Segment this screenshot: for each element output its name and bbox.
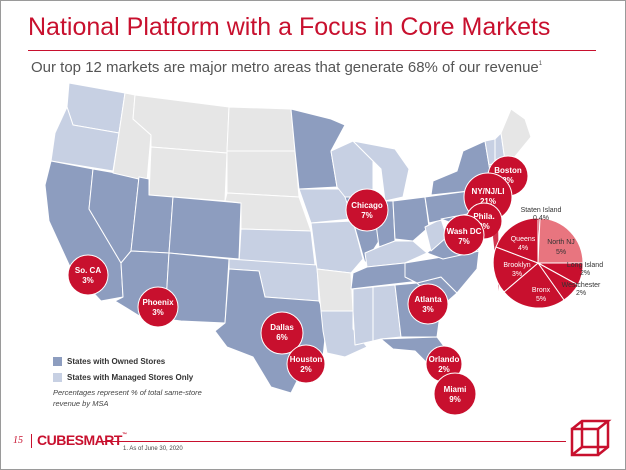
pie-label-queens-pct: 4% xyxy=(518,245,528,252)
pie-slice-brooklyn xyxy=(492,246,539,293)
pie-slice-bronx xyxy=(503,262,565,309)
pie-label-westchester-pct: 2% xyxy=(576,290,586,297)
cube-logo-icon xyxy=(570,419,612,457)
footnote: 1. As of June 30, 2020 xyxy=(123,446,183,452)
footer-divider xyxy=(101,441,566,442)
state-wyoming xyxy=(148,146,228,202)
market-washdc[interactable]: Wash DC 7% xyxy=(443,214,485,256)
pie-slice-queens xyxy=(495,217,539,264)
market-dallas-pct: 6% xyxy=(276,333,288,342)
legend-note: Percentages represent % of total same-st… xyxy=(53,388,202,408)
market-soca-pct: 3% xyxy=(82,276,94,285)
market-chicago-name: Chicago xyxy=(351,201,383,210)
subtitle-footnote-ref: 1 xyxy=(538,61,543,67)
market-orlando-name: Orlando xyxy=(429,355,460,364)
market-washdc-pct: 7% xyxy=(458,237,470,246)
brand-logo-text: CUBESMART™ xyxy=(37,432,127,448)
pie-label-long-island-pct: 2% xyxy=(580,270,590,277)
legend-managed-label: States with Managed Stores Only xyxy=(67,372,194,382)
market-atlanta-name: Atlanta xyxy=(414,295,442,304)
pie-label-brooklyn-pct: 3% xyxy=(512,271,522,278)
brand-trademark: ™ xyxy=(121,432,127,438)
market-miami-name: Miami xyxy=(444,385,467,394)
market-nynjli-pct: 21% xyxy=(480,197,496,206)
state-kansas xyxy=(238,228,316,266)
ny-breakdown-pie xyxy=(492,217,584,309)
state-ohio xyxy=(392,196,430,242)
page-number-divider xyxy=(31,434,32,448)
market-houston-name: Houston xyxy=(290,355,323,364)
market-washdc-name: Wash DC xyxy=(447,227,482,236)
market-miami-pct: 9% xyxy=(449,395,461,404)
legend-owned-label: States with Owned Stores xyxy=(67,356,166,366)
slide-title: National Platform with a Focus in Core M… xyxy=(28,13,551,41)
pie-label-bronx-pct: 5% xyxy=(536,296,546,303)
pie-slice-north-nj xyxy=(537,217,584,264)
legend-managed: States with Managed Stores Only xyxy=(53,369,193,385)
state-missouri xyxy=(310,220,364,274)
market-orlando-pct: 2% xyxy=(438,365,450,374)
state-arkansas xyxy=(316,268,354,312)
market-boston-pct: 2% xyxy=(502,176,514,185)
state-south-dakota xyxy=(226,150,300,198)
market-phoenix-pct: 3% xyxy=(152,308,164,317)
state-maine xyxy=(500,108,532,162)
market-dallas-name: Dallas xyxy=(270,323,294,332)
pie-label-long-island-name: Long Island xyxy=(567,262,603,269)
market-phoenix-name: Phoenix xyxy=(142,298,174,307)
market-atlanta-pct: 3% xyxy=(422,305,434,314)
market-soca-name: So. CA xyxy=(75,266,101,275)
pie-label-queens-name: Queens xyxy=(511,236,536,243)
legend-managed-swatch xyxy=(53,372,62,382)
state-north-carolina xyxy=(404,250,480,294)
market-houston-pct: 2% xyxy=(300,365,312,374)
state-michigan xyxy=(352,140,410,202)
market-phila-name: Phila. xyxy=(473,212,494,221)
pie-label-westchester-name: Westchester xyxy=(562,282,601,289)
subtitle-text: Our top 12 markets are major metro areas… xyxy=(31,59,539,76)
pie-label-staten-island-name: Staten Island xyxy=(521,207,562,214)
state-north-dakota xyxy=(226,106,296,152)
market-nynjli-name: NY/NJ/LI xyxy=(472,187,505,196)
page-number: 15 xyxy=(13,435,23,446)
pie-label-north-nj-name: North NJ xyxy=(547,239,575,246)
pie-label-staten-island-pct: 0.4% xyxy=(533,215,549,222)
state-colorado xyxy=(168,196,242,260)
market-phoenix[interactable]: Phoenix 3% xyxy=(137,286,179,328)
pie-label-brooklyn-name: Brooklyn xyxy=(503,262,530,269)
map-legend: States with Owned Stores States with Man… xyxy=(53,353,193,385)
market-soca[interactable]: So. CA 3% xyxy=(67,254,109,296)
brand-name: CUBESMART xyxy=(37,432,122,448)
state-mississippi xyxy=(352,286,374,346)
pie-label-bronx-name: Bronx xyxy=(532,287,551,294)
legend-owned-swatch xyxy=(53,356,62,366)
state-alabama xyxy=(372,284,402,342)
market-chicago-pct: 7% xyxy=(361,211,373,220)
market-boston-name: Boston xyxy=(494,166,522,175)
market-phila-pct: 3% xyxy=(478,222,490,231)
market-chicago[interactable]: Chicago 7% xyxy=(345,188,389,232)
legend-owned: States with Owned Stores xyxy=(53,353,193,369)
pie-label-north-nj-pct: 5% xyxy=(556,249,566,256)
title-divider xyxy=(28,50,596,51)
slide-subtitle: Our top 12 markets are major metro areas… xyxy=(31,59,542,76)
market-dallas[interactable]: Dallas 6% xyxy=(260,311,304,355)
market-houston[interactable]: Houston 2% xyxy=(286,344,326,384)
market-miami[interactable]: Miami 9% xyxy=(433,372,477,416)
market-atlanta[interactable]: Atlanta 3% xyxy=(407,283,449,325)
